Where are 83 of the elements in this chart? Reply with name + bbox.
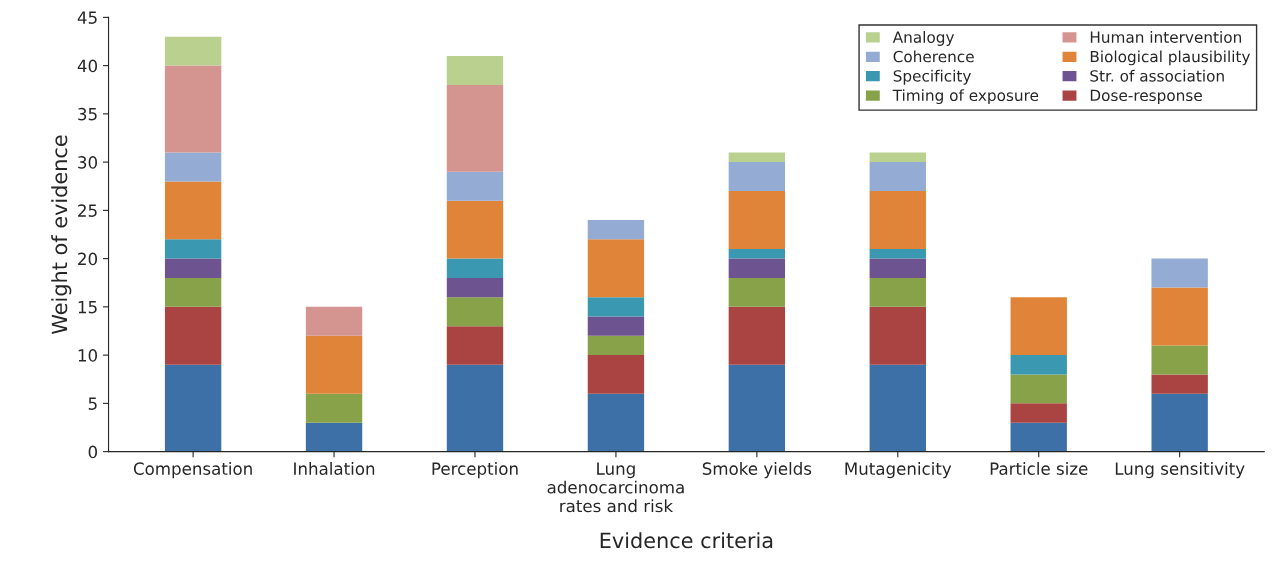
bar	[1010, 297, 1067, 356]
legend-label: Human intervention	[1090, 31, 1241, 43]
bar	[728, 364, 786, 452]
y-tick-label: 15	[78, 301, 97, 314]
bar	[869, 152, 926, 163]
bar	[728, 152, 786, 163]
x-axis-title: Evidence criteria	[600, 532, 773, 549]
bar	[446, 258, 504, 278]
x-tick-label: Smoke yields	[702, 462, 812, 479]
bar	[1010, 374, 1067, 404]
bar	[587, 355, 645, 394]
x-tick-label: Lung sensitivity	[1115, 462, 1245, 479]
bar	[587, 297, 645, 317]
y-tick-label: 5	[88, 397, 97, 410]
bar	[1010, 355, 1067, 375]
x-tick-label: Mutagenicity	[845, 462, 952, 479]
bar	[164, 36, 222, 66]
y-tick-label: 35	[78, 107, 97, 121]
bar	[587, 220, 645, 240]
bar	[305, 422, 363, 452]
legend-label: Specificity	[893, 69, 971, 85]
bar	[869, 258, 926, 278]
bar	[587, 316, 645, 336]
bar	[728, 162, 786, 192]
y-tick-label: 0	[88, 445, 98, 459]
bar	[1151, 374, 1208, 394]
legend-label: Coherence	[893, 50, 974, 63]
legend-label: Timing of exposure	[892, 89, 1039, 105]
bar	[869, 277, 926, 307]
bar	[164, 364, 222, 452]
legend-label: Analogy	[892, 31, 955, 46]
y-tick-label: 10	[78, 349, 98, 362]
bar	[869, 364, 926, 452]
bar	[446, 297, 504, 327]
bar	[1151, 393, 1208, 452]
legend-label: Dose-response	[1090, 89, 1202, 105]
y-tick-label: 45	[77, 11, 97, 24]
bar	[446, 84, 504, 172]
bar	[446, 55, 504, 85]
bar	[1151, 287, 1208, 346]
x-tick-label: Inhalation	[294, 462, 375, 475]
bar	[1151, 258, 1208, 288]
y-axis-title: Weight of evidence	[51, 135, 72, 334]
bar	[446, 364, 504, 452]
bar	[164, 239, 222, 259]
y-tick-label: 25	[78, 204, 97, 217]
bar	[869, 191, 926, 249]
y-tick-label: 30	[78, 156, 98, 169]
bar	[587, 239, 645, 298]
legend-label: Str. of association	[1090, 69, 1224, 82]
bar	[728, 258, 786, 278]
bar	[305, 335, 363, 394]
legend-label: Biological plausibility	[1090, 50, 1251, 66]
x-tick-label: Perception	[432, 462, 518, 479]
bar	[305, 393, 363, 423]
x-tick-label: Particle size	[990, 462, 1088, 475]
bar	[164, 306, 222, 365]
bar	[164, 65, 222, 153]
bar	[728, 191, 786, 249]
x-tick-label: Lung adenocarcinoma rates and risk	[547, 462, 684, 513]
bar	[1010, 403, 1067, 423]
bar	[587, 393, 645, 452]
bar	[446, 277, 504, 298]
bar	[1010, 422, 1067, 452]
bar	[164, 258, 222, 278]
bar	[164, 181, 222, 240]
bar	[728, 248, 786, 259]
bar	[728, 306, 786, 365]
bar	[1151, 345, 1208, 375]
bar	[587, 335, 645, 356]
x-tick-label: Compensation	[133, 462, 252, 479]
bar	[164, 152, 222, 182]
bar	[869, 162, 926, 192]
y-tick-label: 20	[78, 252, 98, 266]
bar	[305, 306, 363, 336]
bar	[446, 171, 504, 201]
bar	[869, 248, 926, 259]
bar	[446, 326, 504, 365]
bar	[728, 277, 786, 307]
y-tick-label: 40	[77, 59, 98, 73]
bar	[869, 306, 926, 365]
bar	[164, 277, 222, 307]
bar	[446, 200, 504, 259]
